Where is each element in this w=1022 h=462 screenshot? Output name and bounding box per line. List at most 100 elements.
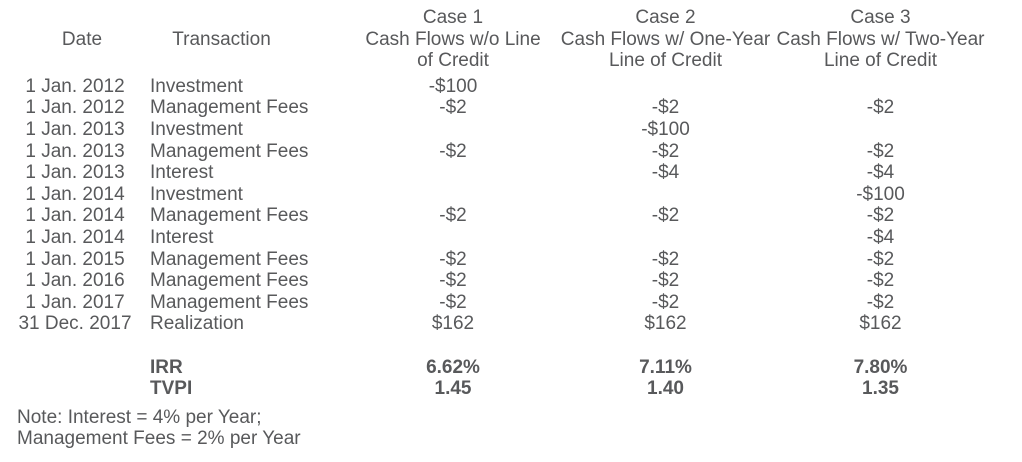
table-row: 1 Jan. 2012 Management Fees -$2 -$2 -$2 xyxy=(0,97,1022,119)
irr-label: IRR xyxy=(150,356,183,378)
row-transaction: Investment xyxy=(150,183,243,205)
case2-title: Case 2 xyxy=(635,7,696,28)
row-case2-value: $162 xyxy=(644,313,687,335)
table-header: Date Transaction Case 1 Cash Flows w/o L… xyxy=(0,0,1022,72)
row-transaction: Interest xyxy=(150,226,214,248)
summary-section: IRR 6.62% 7.11% 7.80% TVPI 1.45 1.40 1.3… xyxy=(0,357,1022,400)
row-transaction: Management Fees xyxy=(150,205,309,227)
table-row: 1 Jan. 2015 Management Fees -$2 -$2 -$2 xyxy=(0,249,1022,271)
row-date: 31 Dec. 2017 xyxy=(18,313,132,335)
row-case3-value: -$2 xyxy=(866,205,895,227)
case1-title: Case 1 xyxy=(422,7,484,28)
row-transaction: Interest xyxy=(150,162,214,184)
case2-column-header: Case 2 Cash Flows w/ One-Year Line of Cr… xyxy=(558,7,773,72)
row-case1-value xyxy=(348,227,558,249)
irr-case2-value: 7.11% xyxy=(639,356,692,378)
table-row: 1 Jan. 2012 Investment -$100 xyxy=(0,76,1022,98)
case1-column-header: Case 1 Cash Flows w/o Line of Credit xyxy=(348,7,558,72)
row-case2-value: -$2 xyxy=(651,97,680,119)
table-row: 1 Jan. 2013 Management Fees -$2 -$2 -$2 xyxy=(0,141,1022,163)
row-case3-value xyxy=(773,76,988,98)
table-row: 31 Dec. 2017 Realization $162 $162 $162 xyxy=(0,313,1022,335)
transaction-column-header: Transaction xyxy=(172,28,271,50)
row-case2-value: -$2 xyxy=(651,205,680,227)
tvpi-row: TVPI 1.45 1.40 1.35 xyxy=(0,378,1022,400)
row-case2-value: -$2 xyxy=(651,270,680,292)
row-date: 1 Jan. 2012 xyxy=(25,97,125,119)
table-row: 1 Jan. 2013 Interest -$4 -$4 xyxy=(0,162,1022,184)
row-case3-value: $162 xyxy=(859,313,902,335)
row-transaction: Management Fees xyxy=(150,97,309,119)
tvpi-date-spacer xyxy=(0,378,150,400)
table-body: 1 Jan. 2012 Investment -$100 1 Jan. 2012… xyxy=(0,76,1022,335)
row-case3-value: -$2 xyxy=(866,97,895,119)
row-case3-value: -$2 xyxy=(866,140,895,162)
row-case3-value: -$100 xyxy=(856,183,905,205)
row-case2-value: -$2 xyxy=(651,291,680,313)
footnote-line1: Note: Interest = 4% per Year; xyxy=(17,406,262,428)
row-case1-value: -$2 xyxy=(439,270,467,292)
table-row: 1 Jan. 2014 Management Fees -$2 -$2 -$2 xyxy=(0,205,1022,227)
row-case2-value xyxy=(558,227,773,249)
row-transaction: Management Fees xyxy=(150,140,309,162)
row-date: 1 Jan. 2013 xyxy=(25,118,125,140)
tvpi-case2-value: 1.40 xyxy=(647,378,684,400)
row-case3-value: -$4 xyxy=(866,162,895,184)
row-date: 1 Jan. 2013 xyxy=(25,162,125,184)
row-transaction: Investment xyxy=(150,118,243,140)
date-column-header: Date xyxy=(61,28,103,50)
case1-subtitle-line2: of Credit xyxy=(417,50,489,72)
table-row: 1 Jan. 2013 Investment -$100 xyxy=(0,119,1022,141)
row-case2-value: -$4 xyxy=(651,162,680,184)
row-date: 1 Jan. 2017 xyxy=(25,291,125,313)
footnote-line2: Management Fees = 2% per Year xyxy=(17,428,301,450)
case1-subtitle-line1: Cash Flows w/o Line xyxy=(365,28,541,50)
row-case3-value: -$4 xyxy=(866,226,895,248)
row-case2-value: -$2 xyxy=(651,248,680,270)
row-case3-value: -$2 xyxy=(866,248,895,270)
row-case1-value: $162 xyxy=(431,313,475,335)
row-date: 1 Jan. 2014 xyxy=(25,226,125,248)
tvpi-case3-value: 1.35 xyxy=(862,378,899,400)
irr-date-spacer xyxy=(0,357,150,379)
row-date: 1 Jan. 2013 xyxy=(25,140,125,162)
row-case1-value: -$2 xyxy=(439,205,467,227)
row-transaction: Management Fees xyxy=(150,248,309,270)
row-case1-value: -$100 xyxy=(428,75,478,97)
row-case1-value: -$2 xyxy=(439,248,467,270)
row-transaction: Management Fees xyxy=(150,291,309,313)
row-date: 1 Jan. 2014 xyxy=(25,183,125,205)
irr-case3-value: 7.80% xyxy=(853,356,908,378)
row-case3-value: -$2 xyxy=(866,291,895,313)
row-case1-value: -$2 xyxy=(439,97,467,119)
table-row: 1 Jan. 2017 Management Fees -$2 -$2 -$2 xyxy=(0,292,1022,314)
row-case2-value: -$2 xyxy=(651,140,680,162)
row-case2-value xyxy=(558,76,773,98)
row-date: 1 Jan. 2015 xyxy=(25,248,125,270)
row-case2-value: -$100 xyxy=(641,118,690,140)
row-date: 1 Jan. 2016 xyxy=(25,270,125,292)
case3-column-header: Case 3 Cash Flows w/ Two-Year Line of Cr… xyxy=(773,7,988,72)
row-case3-value xyxy=(773,119,988,141)
table-row: 1 Jan. 2014 Interest -$4 xyxy=(0,227,1022,249)
row-date: 1 Jan. 2014 xyxy=(25,205,125,227)
row-case1-value xyxy=(348,184,558,206)
table-row: 1 Jan. 2016 Management Fees -$2 -$2 -$2 xyxy=(0,270,1022,292)
table-row: 1 Jan. 2014 Investment -$100 xyxy=(0,184,1022,206)
irr-case1-value: 6.62% xyxy=(426,356,480,378)
case2-subtitle-line2: Line of Credit xyxy=(608,50,722,72)
row-case2-value xyxy=(558,184,773,206)
case3-title: Case 3 xyxy=(850,7,911,28)
case3-subtitle-line2: Line of Credit xyxy=(823,50,937,72)
row-transaction: Realization xyxy=(150,313,244,335)
row-case1-value: -$2 xyxy=(439,291,467,313)
case2-subtitle-line1: Cash Flows w/ One-Year xyxy=(560,28,771,50)
irr-row: IRR 6.62% 7.11% 7.80% xyxy=(0,357,1022,379)
row-case1-value xyxy=(348,162,558,184)
tvpi-label: TVPI xyxy=(150,378,193,400)
row-case3-value: -$2 xyxy=(866,270,895,292)
row-case1-value: -$2 xyxy=(439,140,467,162)
row-transaction: Management Fees xyxy=(150,270,309,292)
row-transaction: Investment xyxy=(150,75,243,97)
cash-flow-exhibit: Date Transaction Case 1 Cash Flows w/o L… xyxy=(0,0,1022,450)
